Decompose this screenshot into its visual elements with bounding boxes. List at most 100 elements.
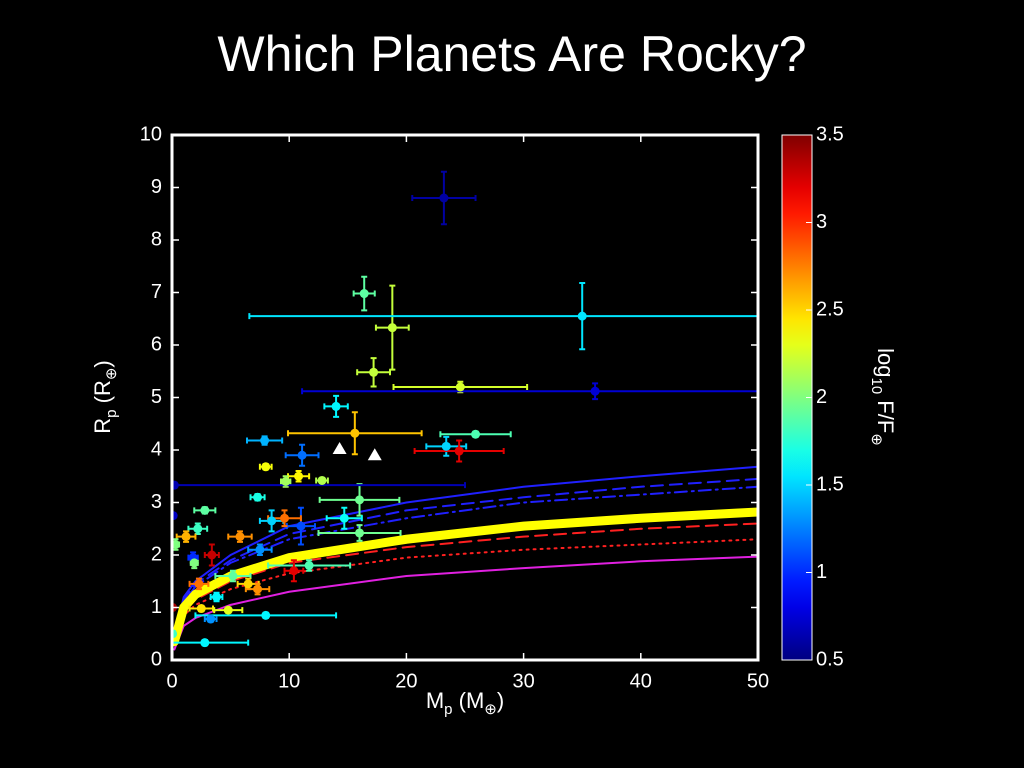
label-part: (R	[90, 380, 115, 409]
planet-point	[577, 311, 587, 321]
plot-content	[172, 170, 758, 651]
x-tick-label: 20	[395, 670, 417, 692]
planet-point	[235, 532, 245, 542]
label-part: ⊕	[868, 433, 885, 446]
planet-point	[387, 323, 397, 333]
planet-point	[206, 614, 216, 624]
planet-point	[172, 540, 181, 549]
colorbar-tick-label: 0.5	[816, 648, 844, 670]
colorbar-tick-label: 2	[816, 386, 827, 408]
colorbar-tick-label: 1	[816, 561, 827, 583]
label-part: 10	[868, 377, 885, 394]
planet-point	[207, 550, 217, 560]
label-part: ⊕	[484, 701, 497, 718]
x-tick-label: 30	[512, 670, 534, 692]
colorbar-tick-label: 2.5	[816, 298, 844, 320]
planet-point	[267, 516, 277, 526]
label-part: (M	[453, 688, 485, 713]
planet-point	[317, 475, 327, 485]
planet-point	[590, 386, 600, 396]
planet-point	[223, 605, 233, 615]
y-tick-label: 9	[151, 176, 162, 198]
planet-point	[243, 579, 253, 589]
model-curve	[173, 538, 758, 647]
limit-marker	[332, 441, 347, 454]
planet-point	[355, 495, 365, 505]
label-part: )	[497, 688, 504, 713]
planet-point	[260, 436, 270, 446]
planet-point	[297, 450, 307, 460]
x-tick-label: 40	[630, 670, 652, 692]
y-tick-label: 0	[151, 648, 162, 670]
planet-point	[196, 604, 206, 614]
planet-point	[189, 558, 199, 568]
planet-point	[304, 561, 314, 570]
colorbar-label: log10 F/F⊕	[868, 348, 898, 446]
model-curve	[173, 477, 758, 640]
y-tick-label: 1	[151, 596, 162, 618]
plot-area	[172, 170, 758, 651]
chart-title: Which Planets Are Rocky?	[217, 26, 806, 82]
y-tick-label: 5	[151, 386, 162, 408]
planet-point	[172, 480, 179, 490]
label-part: F/F	[873, 394, 898, 433]
colorbar-tick-label: 1.5	[816, 473, 844, 495]
planet-point	[296, 521, 306, 531]
axes-frame	[170, 133, 760, 662]
label-part: R	[90, 418, 115, 434]
planet-point	[441, 441, 451, 451]
planet-point	[255, 545, 265, 555]
x-error-bar	[172, 482, 466, 489]
model-curve	[173, 522, 758, 646]
label-part: p	[444, 701, 452, 718]
model-curve	[173, 485, 758, 640]
y-tick-label: 7	[151, 281, 162, 303]
planet-point	[454, 446, 464, 456]
label-part: )	[90, 360, 115, 367]
y-tick-label: 4	[151, 438, 162, 460]
planet-point	[471, 429, 481, 439]
planet-point	[369, 367, 379, 377]
y-tick-label: 6	[151, 333, 162, 355]
planet-point	[181, 532, 191, 542]
planet-point	[281, 477, 291, 486]
planet-point	[212, 592, 222, 602]
planet-point	[294, 471, 304, 481]
planet-point	[280, 513, 290, 523]
model-curve	[173, 555, 758, 651]
planet-point	[439, 193, 449, 203]
y-tick-label: 3	[151, 491, 162, 513]
colorbar-tick-label: 3	[816, 211, 827, 233]
label-part: log	[873, 348, 898, 377]
planet-point	[253, 492, 263, 502]
label-part: p	[103, 410, 120, 418]
planet-point	[200, 638, 210, 648]
planet-point	[331, 401, 341, 411]
y-axis-label: Rp (R⊕)	[90, 360, 120, 433]
planet-point	[200, 505, 210, 515]
x-tick-label: 10	[278, 670, 300, 692]
planet-point	[355, 528, 365, 538]
y-tick-label: 8	[151, 228, 162, 250]
planet-point	[228, 571, 238, 581]
planet-point	[194, 579, 204, 589]
planet-point	[289, 566, 299, 576]
planet-point	[350, 428, 360, 438]
x-tick-label: 0	[166, 670, 177, 692]
planet-point	[253, 584, 263, 594]
planet-point	[339, 513, 349, 523]
planet-point	[455, 382, 465, 392]
model-curve	[172, 507, 758, 647]
planet-point	[261, 462, 271, 472]
colorbar-tick-label: 3.5	[816, 123, 844, 145]
limit-marker	[367, 448, 382, 461]
label-part: M	[426, 688, 444, 713]
planet-point	[261, 610, 271, 620]
label-part: ⊕	[103, 368, 120, 381]
x-axis-label: Mp (M⊕)	[426, 688, 504, 718]
planet-point	[359, 289, 369, 299]
y-tick-label: 2	[151, 543, 162, 565]
x-tick-label: 50	[747, 670, 769, 692]
